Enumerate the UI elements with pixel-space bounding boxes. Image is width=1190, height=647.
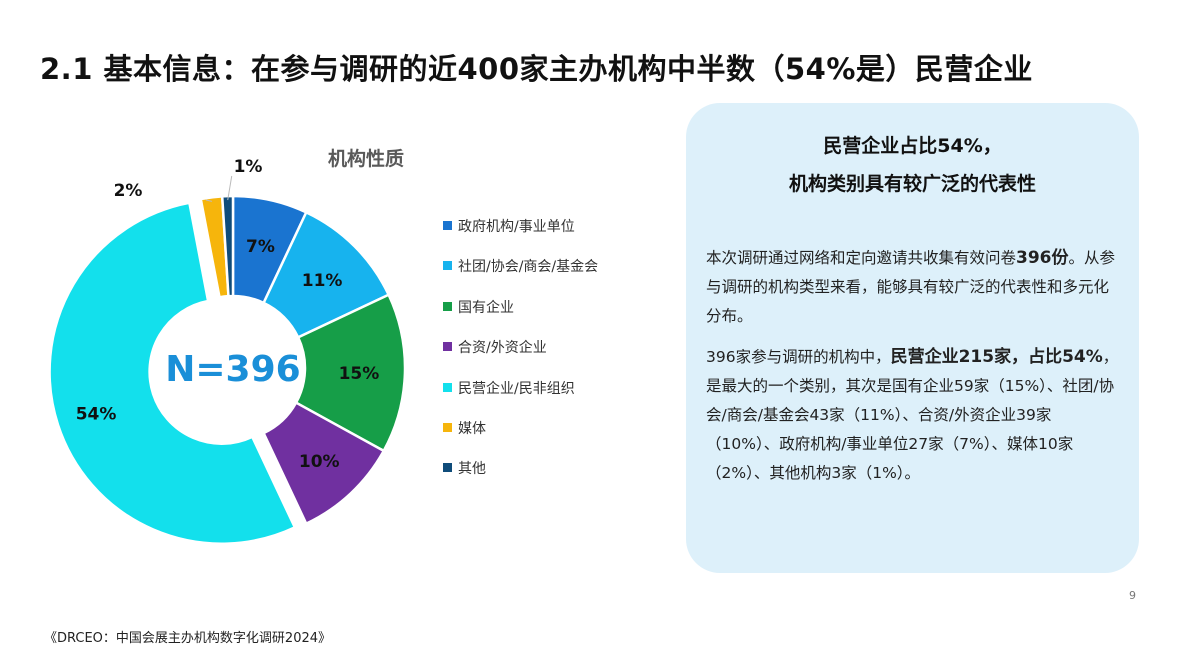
page-number: 9 — [1129, 589, 1136, 602]
legend-swatch — [443, 221, 452, 230]
legend-item: 政府机构/事业单位 — [443, 216, 598, 256]
legend-swatch — [443, 342, 452, 352]
panel-heading: 民营企业占比54%， 机构类别具有较广泛的代表性 — [686, 127, 1139, 203]
legend-swatch — [443, 463, 452, 473]
data-label: 1% — [234, 157, 263, 177]
data-label: 7% — [246, 237, 275, 257]
p2-bold: 民营企业215家，占比54% — [890, 347, 1103, 367]
panel-heading-line1: 民营企业占比54%， — [823, 135, 1002, 157]
data-label: 11% — [302, 271, 343, 291]
pie-slice — [48, 201, 297, 545]
legend-item: 国有企业 — [443, 297, 598, 337]
legend-label: 民营企业/民非组织 — [458, 380, 575, 397]
legend-swatch — [443, 382, 452, 392]
panel-body: 本次调研通过网络和定向邀请共收集有效问卷396份。从参与调研的机构类型来看，能够… — [706, 244, 1119, 500]
slide-title: 2.1 基本信息：在参与调研的近400家主办机构中半数（54%是）民营企业 — [40, 52, 1033, 86]
legend-swatch — [443, 301, 452, 311]
p1-tail: 。从参与调研的机构类型来看，能够具有较广泛的代表性和多元化分布。 — [706, 249, 1116, 325]
legend-item: 社团/协会/商会/基金会 — [443, 256, 598, 296]
panel-paragraph-2: 396家参与调研的机构中，民营企业215家，占比54%，是最大的一个类别，其次是… — [706, 343, 1119, 488]
center-label: N=396 — [165, 349, 300, 390]
leader-line — [227, 175, 233, 201]
legend-label: 媒体 — [458, 420, 486, 437]
p1-bold: 396份 — [1016, 248, 1069, 268]
data-label: 15% — [339, 364, 380, 384]
pie-slice — [294, 293, 407, 453]
pie-slice — [261, 400, 386, 526]
legend-item: 其他 — [443, 458, 598, 498]
legend-swatch — [443, 422, 452, 432]
panel-heading-line2: 机构类别具有较广泛的代表性 — [788, 173, 1036, 195]
panel-paragraph-1: 本次调研通过网络和定向邀请共收集有效问卷396份。从参与调研的机构类型来看，能够… — [706, 244, 1119, 331]
p2-text: 396家参与调研的机构中， — [706, 348, 891, 366]
legend-label: 社团/协会/商会/基金会 — [458, 259, 599, 276]
summary-panel: 民营企业占比54%， 机构类别具有较广泛的代表性 本次调研通过网络和定向邀请共收… — [686, 103, 1139, 573]
legend-item: 媒体 — [443, 418, 598, 458]
chart-legend: 政府机构/事业单位社团/协会/商会/基金会 国有企业合资/外资企业民营企业/民非组… — [443, 216, 598, 499]
legend-label: 国有企业 — [458, 299, 514, 316]
legend-item: 民营企业/民非组织 — [443, 378, 598, 418]
legend-item: 合资/外资企业 — [443, 337, 598, 377]
data-label: 10% — [299, 452, 340, 472]
donut-hole — [162, 297, 304, 439]
legend-label: 其他 — [458, 461, 486, 478]
source-citation: 《DRCEO：中国会展主办机构数字化调研2024》 — [44, 631, 332, 646]
data-label: 2% — [114, 181, 143, 201]
p2-tail: ，是最大的一个类别，其次是国有企业59家（15%）、社团/协会/商会/基金会43… — [706, 348, 1119, 482]
pie-chart: N=396 7% 11% 15% 10% 54% 2% 1% — [48, 157, 407, 545]
pie-slice — [220, 194, 235, 298]
data-label: 54% — [76, 404, 117, 424]
legend-label: 政府机构/事业单位 — [458, 219, 575, 235]
p1-text: 本次调研通过网络和定向邀请共收集有效问卷 — [706, 249, 1017, 267]
leader-line — [205, 199, 213, 202]
legend-label: 合资/外资企业 — [458, 340, 547, 357]
chart-title: 机构性质 — [328, 148, 405, 170]
legend-swatch — [443, 261, 452, 271]
